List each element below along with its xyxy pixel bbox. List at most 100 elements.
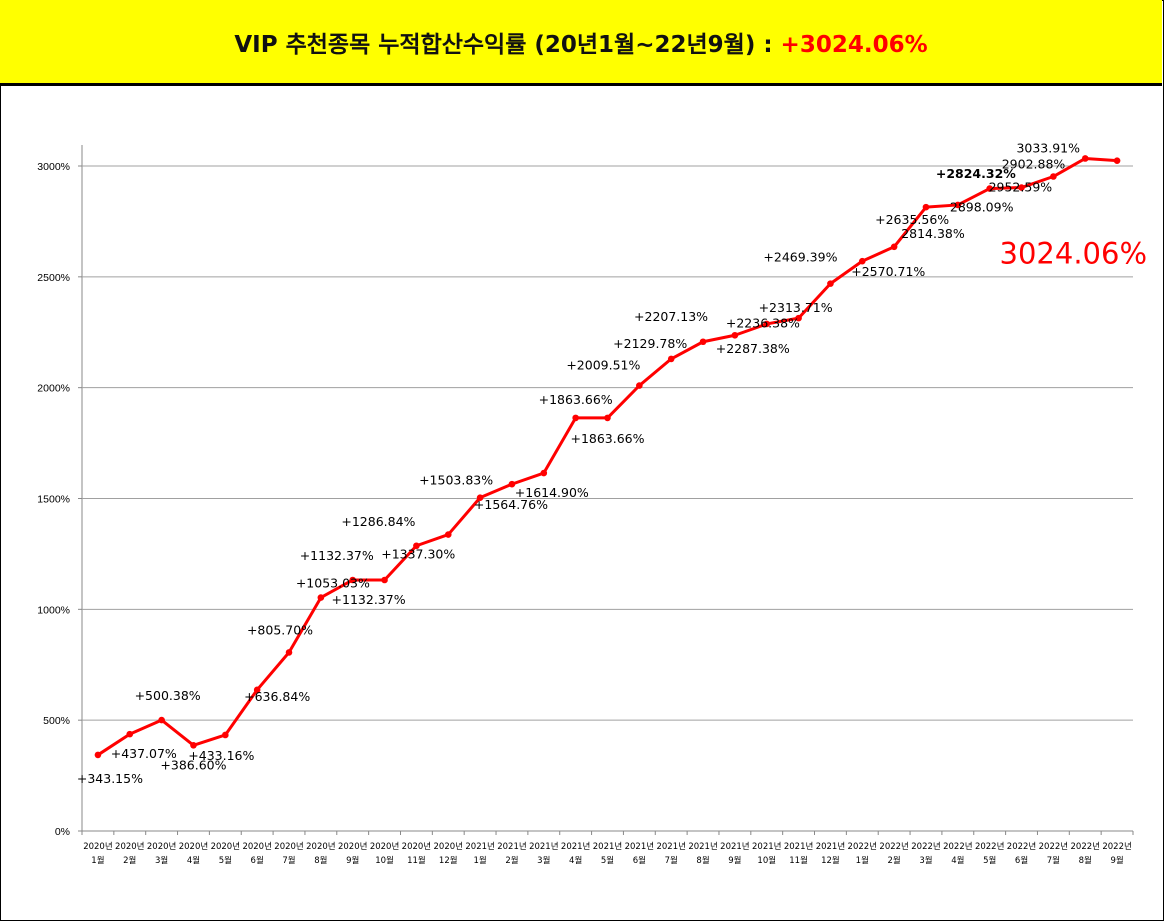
x-tick-label-month: 2월 bbox=[505, 855, 518, 866]
data-label: +386.60% bbox=[160, 757, 226, 772]
y-axis-ticks: 0% 500% 1000% 1500% 2000% 2500% 3000% bbox=[37, 161, 70, 838]
x-tick-label-month: 6월 bbox=[1015, 855, 1028, 866]
x-tick-label-month: 7월 bbox=[282, 855, 295, 866]
data-point bbox=[158, 716, 165, 724]
x-tick-label-month: 4월 bbox=[187, 855, 200, 866]
data-point bbox=[667, 355, 675, 363]
x-tick-label-year: 2022년 bbox=[1039, 841, 1068, 852]
x-tick-label-year: 2022년 bbox=[1102, 841, 1131, 852]
x-tick-label-year: 2021년 bbox=[816, 841, 845, 852]
data-point bbox=[986, 185, 993, 192]
data-label: +1337.30% bbox=[381, 547, 455, 562]
x-tick-label-month: 9월 bbox=[346, 855, 359, 866]
data-label: +1286.84% bbox=[341, 514, 415, 529]
x-tick-label-year: 2020년 bbox=[147, 841, 176, 852]
data-label: +2129.78% bbox=[613, 336, 687, 351]
x-tick-label-year: 2020년 bbox=[211, 841, 240, 852]
x-tick-label-month: 11월 bbox=[407, 855, 426, 866]
x-tick-label-month: 7월 bbox=[1047, 855, 1060, 866]
data-point bbox=[858, 257, 866, 265]
data-label: +343.15% bbox=[77, 771, 143, 786]
x-tick-label-month: 5월 bbox=[601, 855, 614, 866]
data-point bbox=[413, 542, 420, 550]
data-label: +2313.71% bbox=[759, 300, 833, 315]
x-tick-label-month: 9월 bbox=[1110, 855, 1123, 866]
x-tick-label-year: 2020년 bbox=[115, 841, 144, 852]
x-tick-label-year: 2021년 bbox=[720, 841, 749, 852]
x-tick-label-year: 2021년 bbox=[497, 841, 526, 852]
x-tick-label-year: 2021년 bbox=[465, 841, 494, 852]
x-tick-label-year: 2021년 bbox=[593, 841, 622, 852]
data-label: +2469.39% bbox=[763, 250, 837, 265]
x-tick-label-year: 2021년 bbox=[784, 841, 813, 852]
x-tick-label-month: 2월 bbox=[123, 855, 136, 866]
data-label: +433.16% bbox=[188, 748, 254, 763]
x-tick-label-month: 2월 bbox=[888, 855, 901, 866]
x-tick-label-month: 10월 bbox=[757, 855, 776, 866]
x-tick-label-year: 2022년 bbox=[1071, 841, 1100, 852]
x-tick-label-year: 2021년 bbox=[752, 841, 781, 852]
data-point bbox=[508, 480, 516, 488]
data-label: 2952.59% bbox=[989, 180, 1053, 195]
x-tick-label-month: 4월 bbox=[569, 855, 582, 866]
data-point bbox=[1113, 157, 1121, 164]
data-label: 2898.09% bbox=[950, 200, 1014, 215]
data-point bbox=[699, 338, 707, 346]
data-point bbox=[636, 382, 643, 389]
x-tick-label-year: 2020년 bbox=[274, 841, 303, 852]
x-tick-label-month: 3월 bbox=[537, 855, 550, 866]
x-tick-label-month: 5월 bbox=[983, 855, 996, 866]
x-tick-label-year: 2020년 bbox=[306, 841, 335, 852]
series-cumulative-return bbox=[94, 155, 1121, 759]
x-tick-label-month: 1월 bbox=[91, 855, 104, 866]
data-point bbox=[1081, 155, 1089, 162]
x-tick-label-year: 2021년 bbox=[688, 841, 717, 852]
x-tick-label-year: 2021년 bbox=[561, 841, 590, 852]
x-tick-label-month: 5월 bbox=[219, 855, 232, 866]
data-label: +2009.51% bbox=[566, 358, 640, 373]
gridlines bbox=[78, 145, 1134, 835]
data-point bbox=[126, 730, 134, 738]
y-tick-label: 500% bbox=[43, 715, 70, 727]
x-tick-label-month: 9월 bbox=[728, 855, 741, 866]
x-tick-label-year: 2022년 bbox=[975, 841, 1004, 852]
data-label: +1863.66% bbox=[570, 431, 644, 446]
data-label: +2824.32% bbox=[936, 166, 1016, 181]
y-tick-label: 3000% bbox=[37, 161, 70, 173]
data-label: +437.07% bbox=[111, 746, 177, 761]
x-tick-label-year: 2022년 bbox=[848, 841, 877, 852]
x-tick-label-year: 2020년 bbox=[179, 841, 208, 852]
data-label: +500.38% bbox=[135, 688, 201, 703]
x-tick-label-month: 8월 bbox=[696, 855, 709, 866]
data-point bbox=[572, 414, 579, 422]
x-tick-label-month: 8월 bbox=[314, 855, 327, 866]
title-text: VIP 추천종목 누적합산수익률 (20년1월~22년9월) : bbox=[234, 31, 781, 58]
x-tick-label-year: 2022년 bbox=[879, 841, 908, 852]
data-label: +2287.38% bbox=[716, 341, 790, 356]
data-label: +1863.66% bbox=[539, 392, 613, 407]
y-tick-label: 1000% bbox=[37, 604, 70, 616]
x-tick-label-month: 12월 bbox=[439, 855, 458, 866]
data-point bbox=[94, 751, 102, 759]
data-point bbox=[222, 731, 229, 739]
data-point bbox=[285, 649, 293, 656]
data-label: +1564.76% bbox=[474, 497, 548, 512]
data-label: +636.84% bbox=[244, 689, 310, 704]
data-label: +1614.90% bbox=[515, 485, 589, 500]
x-tick-label-year: 2021년 bbox=[529, 841, 558, 852]
data-point bbox=[890, 243, 898, 251]
data-labels: +343.15% +437.07% +500.38% +386.60%+433.16%… bbox=[77, 140, 1080, 785]
data-point bbox=[763, 320, 771, 328]
data-point bbox=[381, 576, 388, 584]
x-tick-label-year: 2022년 bbox=[943, 841, 972, 852]
data-point bbox=[444, 531, 452, 538]
x-tick-label-year: 2020년 bbox=[402, 841, 431, 852]
x-tick-label-month: 3월 bbox=[919, 855, 932, 866]
y-tick-label: 1500% bbox=[37, 494, 70, 506]
data-label: +2570.71% bbox=[851, 264, 925, 279]
data-label: +1053.03% bbox=[296, 576, 370, 591]
x-tick-label-month: 7월 bbox=[665, 855, 678, 866]
data-point bbox=[540, 469, 548, 477]
